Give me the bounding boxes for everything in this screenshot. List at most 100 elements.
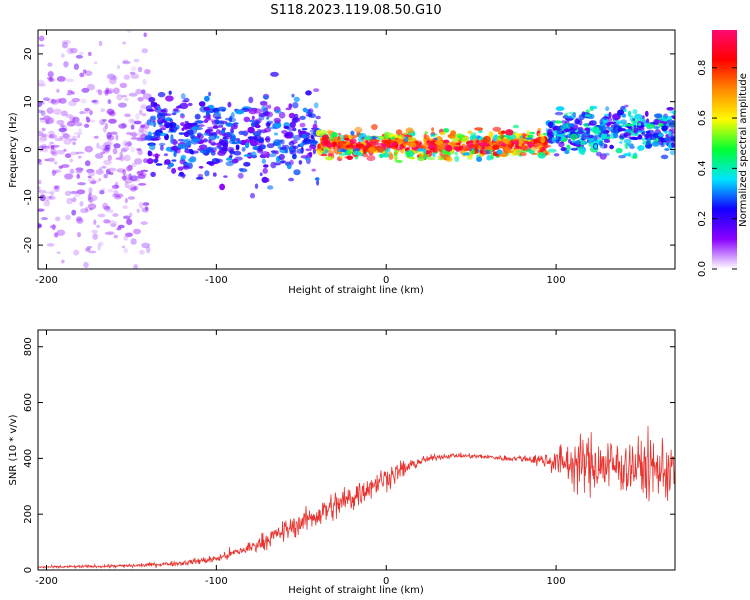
spectrogram-cell: [80, 208, 89, 214]
spectrogram-cell: [77, 134, 81, 139]
spectrogram-cell: [153, 133, 161, 139]
spectrogram-cell: [106, 209, 114, 213]
spectrogram-cell: [69, 158, 74, 163]
spectrogram-cell: [485, 149, 491, 155]
spectrogram-cell: [235, 144, 240, 150]
spectrogram-cell: [362, 153, 368, 158]
spectrogram-cell: [55, 216, 61, 222]
spectrogram-cell: [129, 132, 138, 137]
spectrogram-cell: [122, 168, 126, 176]
spectrogram-cell: [251, 115, 255, 120]
spectrogram-cell: [191, 126, 199, 130]
spectrogram-cell: [665, 141, 669, 146]
spectrogram-cell: [249, 192, 256, 199]
spectrogram-cell: [210, 141, 216, 146]
spectrogram-cell: [160, 109, 167, 113]
spectrogram-cell: [150, 138, 160, 141]
spectrogram-cell: [288, 103, 293, 109]
x-tick-label: -200: [35, 275, 58, 286]
spectrogram-cell: [616, 120, 623, 125]
spectrogram-cell: [292, 102, 299, 109]
spectrogram-cell: [96, 142, 100, 149]
spectrogram-cell: [65, 214, 71, 220]
spectrogram-cell: [296, 148, 304, 154]
spectrogram-cell: [84, 145, 94, 153]
spectrogram-cell: [129, 212, 133, 218]
spectrogram-cell: [317, 143, 321, 151]
spectrogram-cell: [490, 154, 494, 160]
spectrogram-cell: [313, 88, 320, 92]
spectrogram-cell: [467, 130, 473, 134]
spectrogram-cell: [146, 158, 154, 165]
colorbar-tick-label: 0.2: [697, 211, 708, 227]
spectrogram-cell: [280, 139, 285, 145]
spectrogram-cell: [63, 148, 67, 152]
spectrogram-cell: [633, 119, 637, 127]
snr-series-line: [38, 426, 675, 570]
spectrogram-cell: [461, 143, 466, 146]
spectrogram-cell: [182, 164, 190, 170]
spectrogram-cell: [195, 124, 200, 128]
spectrogram-cell: [669, 149, 675, 156]
spectrogram-cell: [308, 108, 314, 114]
spectrogram-cell: [335, 139, 341, 143]
spectrogram-cell: [237, 172, 244, 179]
spectrogram-cell: [48, 134, 58, 139]
spectrogram-cell: [218, 140, 227, 146]
spectrogram-cell: [314, 177, 320, 181]
spectrogram-cell: [539, 146, 546, 152]
spectrogram-cell: [408, 156, 416, 160]
spectrogram-cell: [252, 131, 262, 137]
x-tick-label: -100: [205, 275, 228, 286]
spectrogram-cell: [599, 125, 607, 132]
spectrogram-cell: [38, 101, 43, 108]
spectrogram-cell: [66, 197, 73, 205]
spectrogram-cell: [402, 132, 408, 135]
spectrogram-cell: [112, 147, 118, 155]
spectrogram-cell: [218, 120, 228, 125]
spectrogram-cell: [526, 130, 531, 136]
spectrogram-cell: [273, 139, 282, 146]
spectrogram-cell: [117, 193, 124, 198]
spectrogram-cell: [48, 134, 55, 139]
spectrogram-cell: [140, 104, 148, 110]
spectrogram-cell: [266, 121, 271, 129]
colorbar-label: Normalized spectral amplitude: [738, 73, 749, 227]
spectrogram-cell: [119, 82, 128, 89]
spectrogram-cell: [389, 134, 393, 138]
spectrogram-cell: [93, 271, 97, 277]
spectrogram-cell: [97, 244, 101, 251]
y-tick-label: 400: [23, 449, 34, 468]
spectrogram-cell: [632, 109, 638, 115]
spectrogram-cell: [198, 124, 205, 127]
spectrogram-cell: [170, 134, 174, 141]
spectrogram-cell: [61, 27, 65, 30]
spectrogram-cell: [298, 160, 303, 165]
spectrogram-cell: [624, 104, 629, 108]
spectrogram-cell: [93, 219, 97, 225]
spectrogram-cell: [209, 131, 216, 136]
spectrogram-cell: [54, 232, 59, 238]
spectrogram-cell: [177, 166, 184, 171]
spectrogram-cell: [100, 151, 106, 155]
spectrogram-cell: [208, 91, 212, 97]
spectrogram-cell: [409, 142, 417, 148]
spectrogram-cell: [101, 121, 105, 124]
spectrogram-cell: [116, 227, 122, 231]
spectrogram-cell: [437, 155, 441, 159]
spectrogram-cell: [111, 184, 119, 190]
spectrogram-cell: [124, 141, 133, 147]
spectrogram-cell: [64, 173, 74, 180]
spectrogram-cell: [196, 135, 201, 140]
y-tick-label: 10: [23, 95, 34, 108]
spectrogram-cell: [646, 123, 655, 129]
spectrogram-cell: [250, 138, 256, 145]
spectrogram-cell: [498, 140, 504, 146]
spectrogram-cell: [594, 144, 598, 149]
spectrogram-cell: [263, 95, 269, 100]
spectrogram-cell: [157, 118, 163, 125]
spectrogram-cell: [476, 156, 483, 162]
spectrogram-cell: [141, 132, 146, 140]
spectrogram-cell: [554, 120, 563, 124]
